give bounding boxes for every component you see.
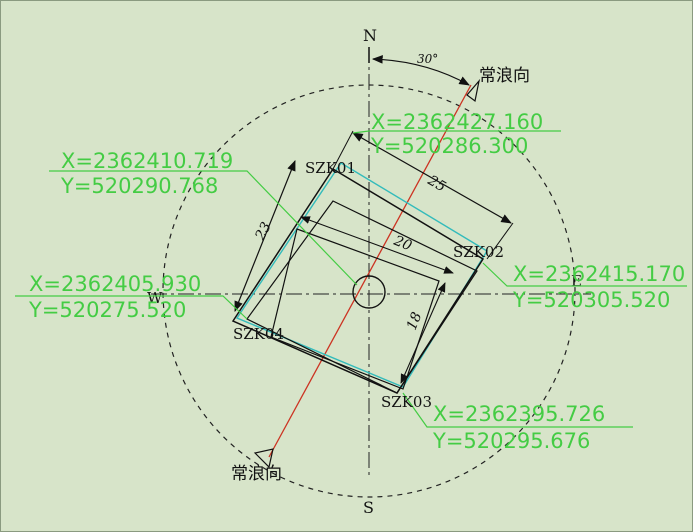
leader-line-szk03 — [402, 392, 633, 428]
dimension-line-inner-top — [300, 216, 454, 274]
boundary-cyan-outline — [235, 162, 488, 388]
leader-line-szk04 — [15, 295, 248, 320]
south-label: S — [363, 498, 374, 517]
leader-line-szk02 — [482, 262, 687, 287]
szk01-x: X=2362427.160 — [371, 110, 543, 134]
center-circle — [352, 275, 386, 309]
dimension-line-left — [234, 159, 296, 313]
dimension-label-left: 23 — [252, 220, 275, 244]
wave-arrow-bottom-icon — [253, 448, 274, 469]
north-label: N — [363, 26, 377, 45]
leader-line-center — [49, 170, 358, 286]
szk02-y: Y=520305.520 — [512, 288, 670, 312]
center-y: Y=520290.768 — [60, 174, 218, 198]
szk04-y: Y=520275.520 — [28, 298, 186, 322]
szk03-y: Y=520295.676 — [432, 429, 590, 453]
angle-arc — [371, 55, 470, 86]
center-x: X=2362410.719 — [61, 149, 233, 173]
dimension-label-inner-top: 20 — [391, 232, 415, 254]
szk03-label: SZK03 — [381, 393, 432, 411]
west-label: W — [147, 289, 163, 307]
wave-arrow-top-icon — [466, 78, 481, 103]
dimension-label-inner-right: 18 — [404, 310, 426, 333]
szk02-x: X=2362415.170 — [513, 262, 685, 286]
szk03-x: X=2362395.726 — [433, 402, 605, 426]
szk04-label: SZK04 — [233, 325, 284, 343]
wave-label-top: 常浪向 — [479, 66, 530, 86]
dimension-line-inner-right — [400, 282, 446, 384]
szk02-label: SZK02 — [453, 243, 504, 261]
szk04-x: X=2362405.930 — [29, 272, 201, 296]
inner-boundary — [246, 200, 478, 394]
inner-square — [270, 228, 440, 390]
wave-label-bottom: 常浪向 — [231, 464, 282, 484]
szk01-label: SZK01 — [305, 159, 356, 177]
dimension-line-top — [352, 132, 512, 224]
angle-label: 30° — [417, 52, 438, 66]
east-label: E — [571, 272, 582, 290]
extension-line — [332, 130, 354, 170]
leader-line-szk01 — [352, 130, 561, 134]
szk01-y: Y=520286.300 — [370, 134, 528, 158]
extension-line — [486, 222, 514, 260]
